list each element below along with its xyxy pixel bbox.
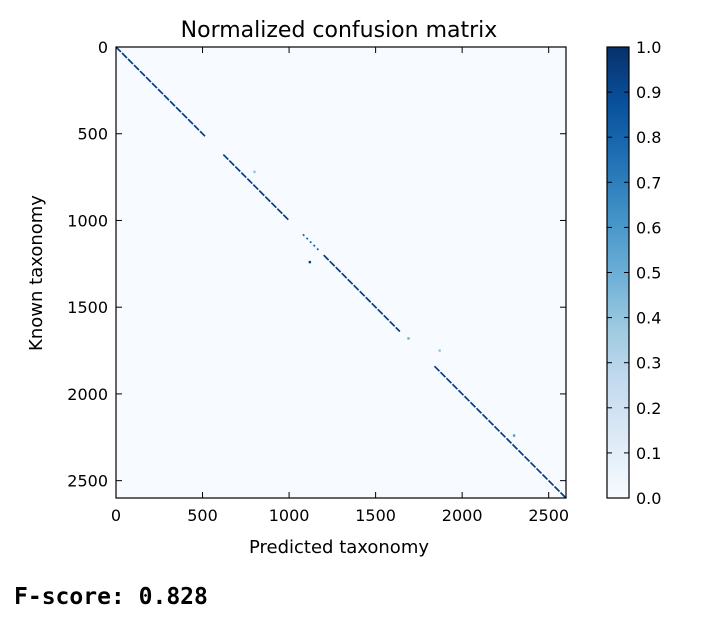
diagonal-segment xyxy=(115,46,207,138)
y-tick-label: 1500 xyxy=(67,298,108,317)
x-tick-label: 1000 xyxy=(269,506,310,525)
colorbar-tick-label: 0.6 xyxy=(636,218,661,237)
colorbar-tick-label: 1.0 xyxy=(636,38,661,57)
off-diagonal-cell xyxy=(512,434,516,437)
heatmap-frame xyxy=(115,46,567,499)
x-axis-label: Predicted taxonomy xyxy=(249,537,429,558)
y-tick-label: 0 xyxy=(98,38,108,57)
x-tick-label: 2500 xyxy=(528,506,569,525)
x-tick-label: 1500 xyxy=(355,506,396,525)
diagonal-segment xyxy=(433,365,567,499)
colorbar-tick-label: 0.9 xyxy=(636,83,661,102)
off-diagonal-cell xyxy=(253,170,256,174)
colorbar-ticks: 0.0 0.1 0.2 0.3 0.4 0.5 0.6 0.7 0.8 0.9 1.0 xyxy=(607,38,661,508)
colorbar-tick-label: 0.5 xyxy=(636,264,661,283)
x-tick-label: 500 xyxy=(187,506,218,525)
diagonal-segment xyxy=(222,153,290,222)
colorbar-tick-label: 0.3 xyxy=(636,354,661,373)
confusion-matrix-figure: Normalized confusion matrix 0 500 1000 1500… xyxy=(26,18,661,558)
heatmap-marks xyxy=(115,46,567,499)
diagonal-segment xyxy=(323,254,401,333)
x-tick-label: 2000 xyxy=(442,506,483,525)
y-tick-label: 2500 xyxy=(67,472,108,491)
colorbar-tick-label: 0.1 xyxy=(636,444,661,463)
colorbar-tick-label: 0.2 xyxy=(636,399,661,418)
y-tick-label: 500 xyxy=(77,125,108,144)
f-score-text: F-score: 0.828 xyxy=(14,584,208,610)
diagonal-segment xyxy=(302,233,321,253)
y-tick-label: 1000 xyxy=(67,211,108,230)
off-diagonal-cell xyxy=(308,260,312,264)
colorbar-tick-label: 0.8 xyxy=(636,128,661,147)
colorbar-tick-label: 0.7 xyxy=(636,173,661,192)
y-tick-label: 2000 xyxy=(67,385,108,404)
colorbar: 0.0 0.1 0.2 0.3 0.4 0.5 0.6 0.7 0.8 0.9 1.0 xyxy=(606,38,661,508)
chart-title: Normalized confusion matrix xyxy=(181,18,498,43)
y-axis-label: Known taxonomy xyxy=(26,195,47,351)
colorbar-tick-label: 0.4 xyxy=(636,309,661,328)
x-tick-label: 0 xyxy=(111,506,121,525)
off-diagonal-cell xyxy=(407,337,410,340)
off-diagonal-cell xyxy=(438,349,441,352)
y-axis: 0 500 1000 1500 2000 2500 xyxy=(67,38,566,491)
heatmap-area xyxy=(115,46,567,499)
x-axis: 0 500 1000 1500 2000 2500 xyxy=(111,47,569,525)
colorbar-tick-label: 0.0 xyxy=(636,489,661,508)
